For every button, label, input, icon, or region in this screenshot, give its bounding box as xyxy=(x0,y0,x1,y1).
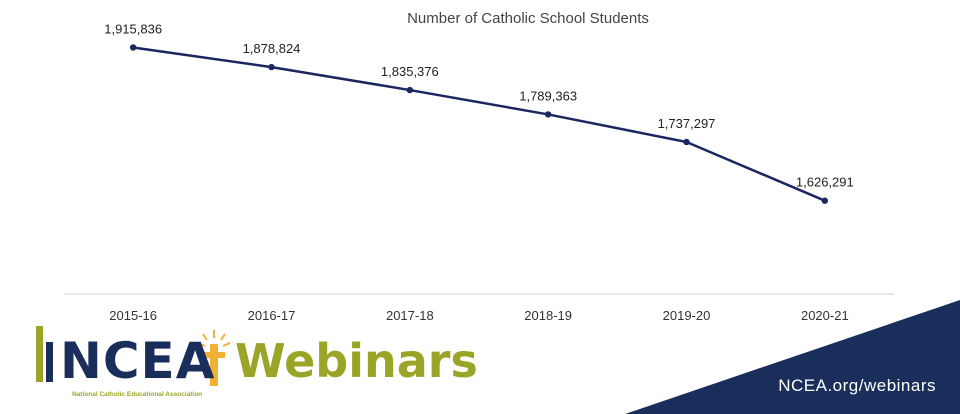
data-label: 1,789,363 xyxy=(519,88,577,103)
data-label: 1,626,291 xyxy=(796,175,854,190)
data-point xyxy=(683,138,690,146)
data-label: 1,835,376 xyxy=(381,64,439,79)
series-line xyxy=(132,46,826,202)
ncea-logo-bars-icon xyxy=(36,326,53,382)
org-name: National Catholic Educational Associatio… xyxy=(72,391,203,398)
data-point xyxy=(268,63,275,71)
x-tick-labels: 2015-16 2016-17 2017-18 2018-19 2019-20 … xyxy=(109,308,848,323)
chart-title: Number of Catholic School Students xyxy=(407,10,649,27)
navy-corner-band xyxy=(625,300,960,414)
ncea-logo-text: NCEA xyxy=(60,332,216,390)
data-label: 1,915,836 xyxy=(104,21,162,36)
webinars-logo-text: Webinars xyxy=(235,334,478,388)
cross-icon xyxy=(197,330,231,386)
webinars-url: NCEA.org/webinars xyxy=(778,376,936,395)
x-tick-label: 2020-21 xyxy=(801,308,849,323)
x-tick-label: 2019-20 xyxy=(663,308,711,323)
data-point xyxy=(129,44,137,51)
data-points xyxy=(129,44,829,204)
x-tick-label: 2017-18 xyxy=(386,308,434,323)
x-tick-label: 2018-19 xyxy=(524,308,572,323)
data-point xyxy=(821,197,829,204)
data-point xyxy=(406,86,414,94)
data-labels: 1,915,836 1,878,824 1,835,376 1,789,363 … xyxy=(104,21,854,189)
x-tick-label: 2015-16 xyxy=(109,308,157,323)
data-point xyxy=(544,111,552,118)
data-label: 1,737,297 xyxy=(658,116,716,131)
x-tick-label: 2016-17 xyxy=(248,308,296,323)
data-label: 1,878,824 xyxy=(243,41,301,56)
